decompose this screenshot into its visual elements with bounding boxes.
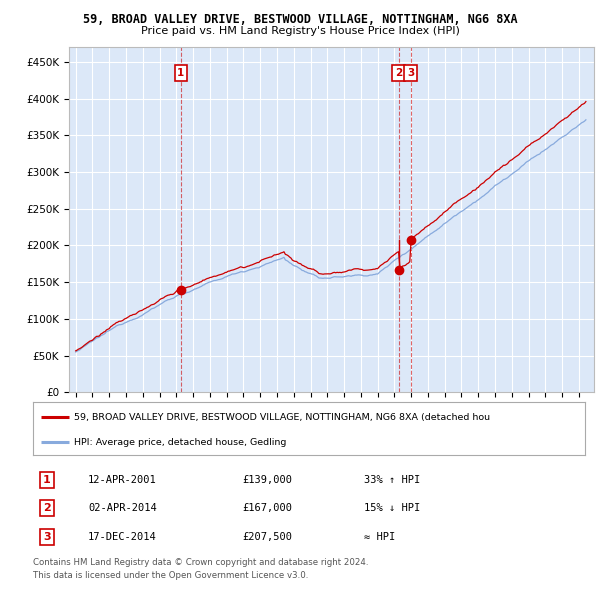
Text: 59, BROAD VALLEY DRIVE, BESTWOOD VILLAGE, NOTTINGHAM, NG6 8XA: 59, BROAD VALLEY DRIVE, BESTWOOD VILLAGE… — [83, 13, 517, 26]
Text: 59, BROAD VALLEY DRIVE, BESTWOOD VILLAGE, NOTTINGHAM, NG6 8XA (detached hou: 59, BROAD VALLEY DRIVE, BESTWOOD VILLAGE… — [74, 413, 491, 422]
Text: 12-APR-2001: 12-APR-2001 — [88, 476, 157, 485]
Text: ≈ HPI: ≈ HPI — [364, 532, 395, 542]
Text: 17-DEC-2014: 17-DEC-2014 — [88, 532, 157, 542]
Text: £139,000: £139,000 — [243, 476, 293, 485]
Text: 33% ↑ HPI: 33% ↑ HPI — [364, 476, 421, 485]
Text: 1: 1 — [177, 68, 185, 78]
Text: 3: 3 — [43, 532, 50, 542]
Text: HPI: Average price, detached house, Gedling: HPI: Average price, detached house, Gedl… — [74, 438, 287, 447]
Text: 1: 1 — [43, 476, 50, 485]
Text: 15% ↓ HPI: 15% ↓ HPI — [364, 503, 421, 513]
Text: £207,500: £207,500 — [243, 532, 293, 542]
Text: Contains HM Land Registry data © Crown copyright and database right 2024.: Contains HM Land Registry data © Crown c… — [33, 558, 368, 566]
Text: 2: 2 — [43, 503, 50, 513]
Text: This data is licensed under the Open Government Licence v3.0.: This data is licensed under the Open Gov… — [33, 571, 308, 579]
Text: 02-APR-2014: 02-APR-2014 — [88, 503, 157, 513]
Text: 3: 3 — [407, 68, 414, 78]
Text: £167,000: £167,000 — [243, 503, 293, 513]
Text: 2: 2 — [395, 68, 402, 78]
Text: Price paid vs. HM Land Registry's House Price Index (HPI): Price paid vs. HM Land Registry's House … — [140, 26, 460, 36]
